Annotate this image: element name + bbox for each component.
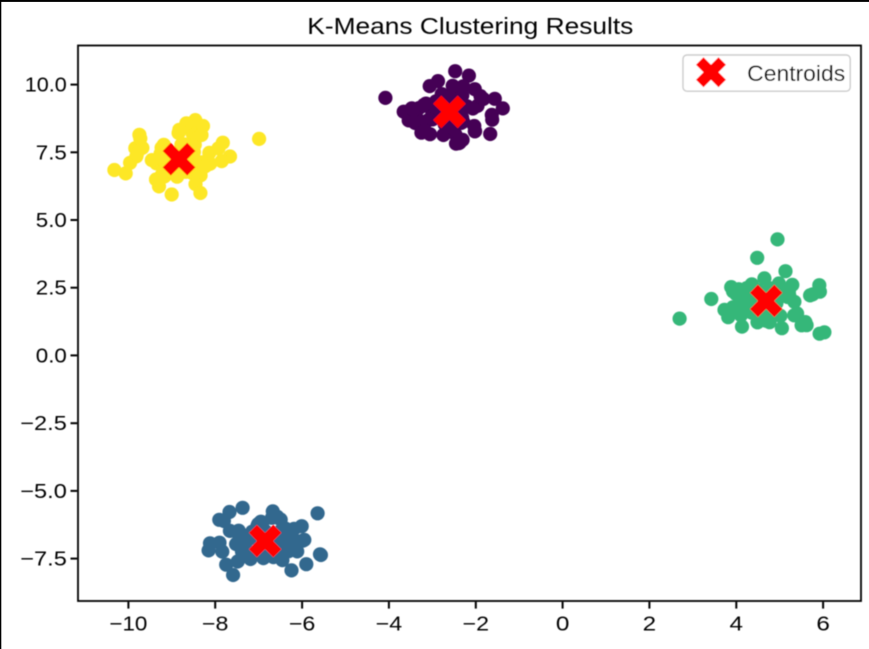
svg-text:0: 0 xyxy=(556,613,570,635)
svg-text:4: 4 xyxy=(730,613,744,635)
svg-text:−2: −2 xyxy=(463,613,490,635)
svg-text:K-Means Clustering Results: K-Means Clustering Results xyxy=(307,13,633,39)
svg-text:0.0: 0.0 xyxy=(36,345,67,367)
svg-text:−6: −6 xyxy=(289,613,316,635)
svg-text:5.0: 5.0 xyxy=(36,210,67,232)
svg-text:−10: −10 xyxy=(109,613,147,635)
svg-text:−7.5: −7.5 xyxy=(20,549,67,571)
svg-text:7.5: 7.5 xyxy=(36,142,67,164)
svg-text:2.5: 2.5 xyxy=(36,278,67,300)
svg-text:10.0: 10.0 xyxy=(25,75,67,97)
svg-text:Centroids: Centroids xyxy=(747,61,845,86)
svg-text:2: 2 xyxy=(643,613,657,635)
svg-text:−2.5: −2.5 xyxy=(20,413,67,435)
svg-text:−8: −8 xyxy=(202,613,229,635)
svg-text:6: 6 xyxy=(816,613,830,635)
svg-text:−5.0: −5.0 xyxy=(20,481,67,503)
svg-text:−4: −4 xyxy=(376,613,403,635)
